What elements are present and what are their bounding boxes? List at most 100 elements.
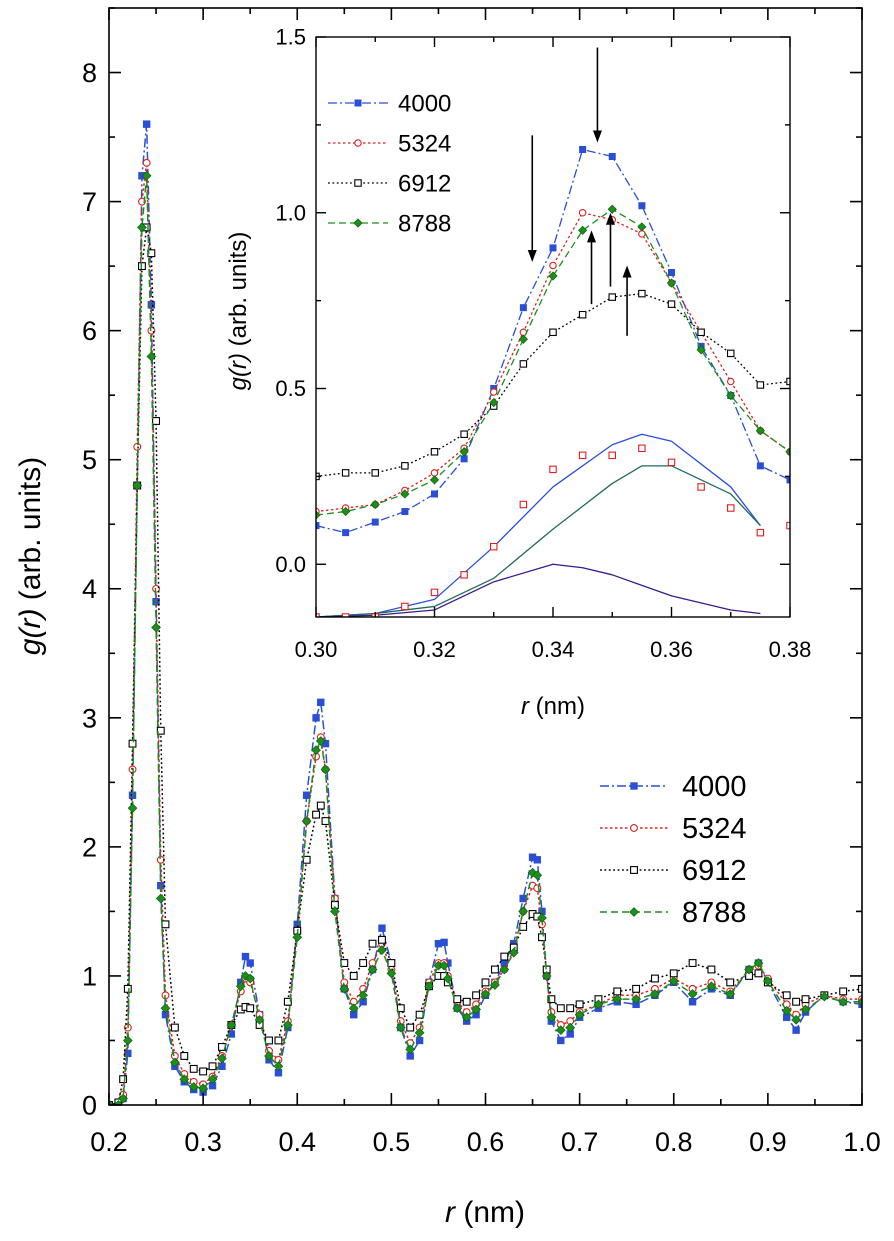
main-series-6912-point-70	[754, 969, 763, 978]
main-xtick-label: 0.8	[655, 1127, 693, 1157]
inset-ytick-label: 1.0	[275, 200, 306, 225]
main-series-6912-point-29	[316, 801, 325, 810]
main-series-8788-point-70	[753, 958, 764, 968]
main-series-4000-point-73	[792, 1026, 800, 1034]
inset-series-4000-point-12	[667, 269, 675, 277]
main-series-8788-point-14	[188, 1082, 199, 1092]
main-ytick-label: 5	[82, 445, 97, 475]
inset-series-4000-point-1	[342, 529, 350, 537]
inset-series-6912-point-1	[341, 469, 350, 477]
main-series-8788-point-69	[744, 964, 754, 975]
main-series-8788-point-20	[240, 971, 251, 981]
main-series-8788-point-74	[800, 1004, 811, 1015]
inset-series-6912-point-2	[371, 469, 379, 477]
inset-series-4000-point-9	[579, 145, 587, 153]
main-series-6912-point-58	[556, 1004, 565, 1013]
inset-series-6912-point-11	[638, 289, 646, 298]
inset-series-4000-point-8	[549, 244, 557, 252]
main-series-8788-point-16	[207, 1074, 218, 1085]
main-series-8788-point-0	[109, 1100, 114, 1105]
inset-series-curve-7-point-9	[578, 451, 587, 460]
inset-series-6912-point-14	[726, 349, 735, 358]
main-series-6912-point-64	[650, 974, 659, 983]
main-series-6912-point-72	[782, 991, 791, 1000]
inset-series-4000-point-3	[401, 508, 409, 516]
main-series-8788-point-60	[574, 1009, 585, 1020]
main-series-6912-point-74	[801, 995, 810, 1004]
main-series-6912-point-30	[321, 817, 330, 826]
inset-xtick-label: 0.32	[413, 637, 456, 662]
main-series-8788-point-48	[480, 989, 491, 999]
main-series-4000-point-28	[312, 714, 320, 722]
inset-ytick-label: 1.5	[275, 25, 306, 50]
main-series-6912-point-21	[246, 1004, 255, 1013]
inset-series-5324-point-9	[578, 209, 587, 217]
main-series-8788-point-7	[141, 170, 152, 181]
main-series-6912-point-48	[481, 978, 490, 987]
inset-xtick-label: 0.30	[295, 637, 338, 662]
main-series-8788-point-62	[612, 994, 623, 1005]
main-series-6912-point-65	[669, 969, 678, 978]
inset-xtick-label: 0.38	[769, 637, 812, 662]
inset-series-8788-point-10	[607, 204, 617, 214]
main-ytick-label: 3	[82, 703, 97, 733]
main-series-8788-point-46	[461, 1012, 472, 1023]
inset-series-8788-point-14	[726, 390, 736, 401]
main-series-6912-point-67	[707, 965, 716, 974]
main-series-6912-point-11	[161, 920, 170, 929]
main-ytick-label: 4	[82, 574, 97, 604]
main-series-8788-point-12	[170, 1057, 180, 1068]
main-series-4000-point-54	[533, 856, 541, 864]
inset-y-axis-label: g(r) (arb. units)	[225, 232, 252, 391]
main-ytick-label: 7	[82, 187, 97, 217]
inset-series-6912-point-13	[697, 328, 705, 337]
inset-series-curve-7-point-14	[726, 504, 735, 512]
inset-series-6912-point-12	[667, 300, 676, 308]
inset-x-axis-label: r (nm)	[521, 693, 585, 720]
main-series-8788-point-4	[127, 803, 138, 814]
main-series-8788-point-64	[650, 989, 660, 999]
main-series-6912-point-73	[792, 997, 801, 1006]
inset-series-4000-point-7	[519, 304, 527, 312]
main-legend-marker	[630, 824, 638, 832]
main-legend-item-4000: 4000	[600, 771, 747, 803]
main-series-6912-point-76	[839, 987, 848, 996]
main-xtick-label: 0.3	[184, 1127, 222, 1157]
inset-series-8788-point-0	[316, 510, 321, 520]
main-series-8788-point-34	[358, 990, 368, 1001]
main-xtick-label: 0.4	[278, 1127, 316, 1157]
inset-series-5324-point-4	[430, 469, 439, 477]
inset-series-curve-6	[316, 563, 761, 617]
main-series-6912-point-45	[453, 995, 462, 1004]
main-series-8788-point-31	[330, 906, 340, 917]
main-series-6912-point-14	[189, 1064, 198, 1073]
main-series-6912-point-66	[688, 959, 697, 967]
inset-series-curve-7-point-11	[638, 444, 646, 453]
main-series-8788-point-13	[179, 1074, 190, 1085]
main-series-8788-point-49	[490, 980, 500, 990]
main-series-6912-point-52	[519, 922, 528, 931]
main-data-area	[109, 120, 862, 1105]
main-series-8788-point-28	[311, 745, 321, 755]
inset-legend-item-4000: 4000	[328, 90, 451, 117]
main-series-8788-point-19	[235, 981, 246, 992]
inset-series-6912-point-4	[430, 448, 439, 456]
main-series-8788-point-37	[386, 968, 397, 979]
inset-arrow-head	[622, 265, 632, 278]
main-series-6912-point-62	[613, 987, 622, 996]
inset-series-8788-point-5	[459, 447, 469, 457]
main-series-8788-point-71	[763, 976, 773, 986]
main-series-5324-line	[109, 162, 862, 1105]
inset-series-curve-7-point-4	[430, 588, 439, 597]
main-series-8788-line	[109, 175, 862, 1105]
main-series-4000-point-20	[241, 952, 250, 961]
inset-data-area	[316, 145, 790, 617]
main-ytick-label: 0	[82, 1090, 97, 1120]
inset-series-4000-point-4	[430, 490, 438, 498]
main-series-8788-point-54	[532, 870, 543, 881]
main-series-8788-point-35	[367, 964, 378, 975]
main-series-8788-point-30	[320, 764, 331, 775]
main-legend-item-8788: 8788	[600, 897, 747, 929]
main-series-8788-point-41	[424, 981, 434, 992]
main-series-6912-point-12	[170, 1023, 179, 1032]
